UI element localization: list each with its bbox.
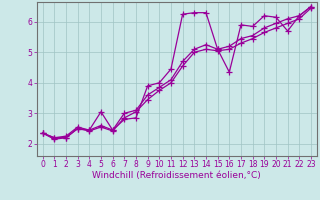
X-axis label: Windchill (Refroidissement éolien,°C): Windchill (Refroidissement éolien,°C) — [92, 171, 261, 180]
